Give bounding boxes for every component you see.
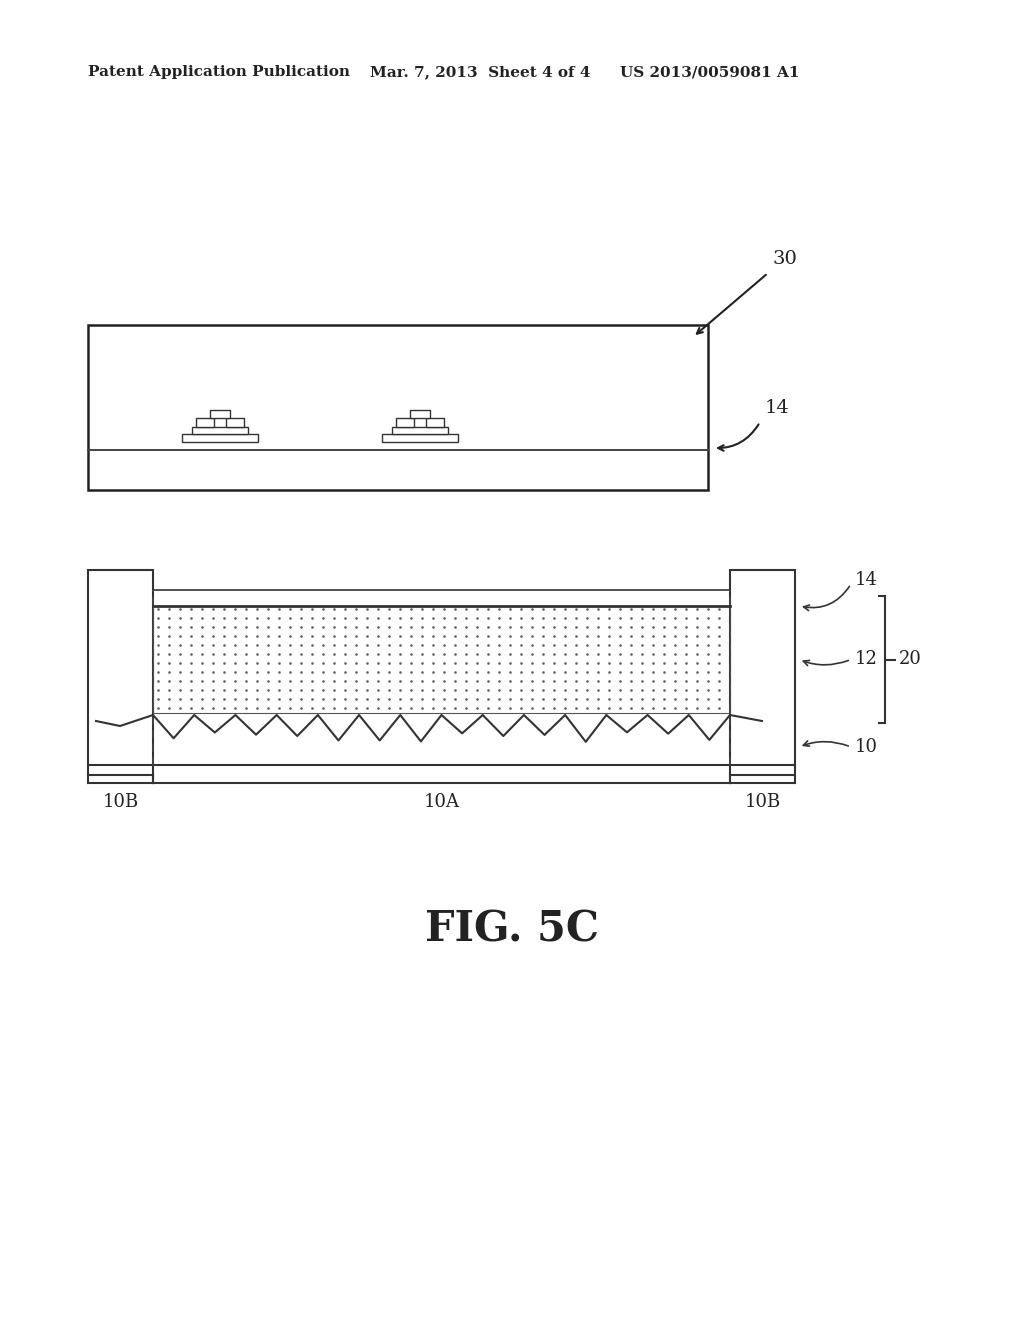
Text: 20: 20 xyxy=(899,651,922,668)
Bar xyxy=(226,418,244,426)
Bar xyxy=(396,418,414,426)
Text: 12: 12 xyxy=(855,651,878,668)
Bar xyxy=(153,606,730,713)
Text: 10B: 10B xyxy=(744,793,780,810)
Bar xyxy=(392,426,449,434)
Bar xyxy=(88,570,153,775)
Text: US 2013/0059081 A1: US 2013/0059081 A1 xyxy=(620,65,800,79)
Text: Patent Application Publication: Patent Application Publication xyxy=(88,65,350,79)
Text: 10B: 10B xyxy=(102,793,138,810)
Text: 14: 14 xyxy=(855,572,878,589)
Bar xyxy=(182,434,258,442)
Bar xyxy=(88,325,708,490)
Text: Mar. 7, 2013  Sheet 4 of 4: Mar. 7, 2013 Sheet 4 of 4 xyxy=(370,65,591,79)
Text: 30: 30 xyxy=(773,249,798,268)
Bar xyxy=(730,570,795,775)
Text: 10A: 10A xyxy=(424,793,460,810)
Bar xyxy=(210,411,230,418)
Bar xyxy=(410,411,430,418)
Bar xyxy=(382,434,458,442)
Text: 10: 10 xyxy=(855,738,878,756)
Bar xyxy=(426,418,444,426)
Bar xyxy=(196,418,214,426)
Text: 14: 14 xyxy=(765,399,790,417)
Text: FIG. 5C: FIG. 5C xyxy=(425,909,599,950)
Bar xyxy=(193,426,248,434)
